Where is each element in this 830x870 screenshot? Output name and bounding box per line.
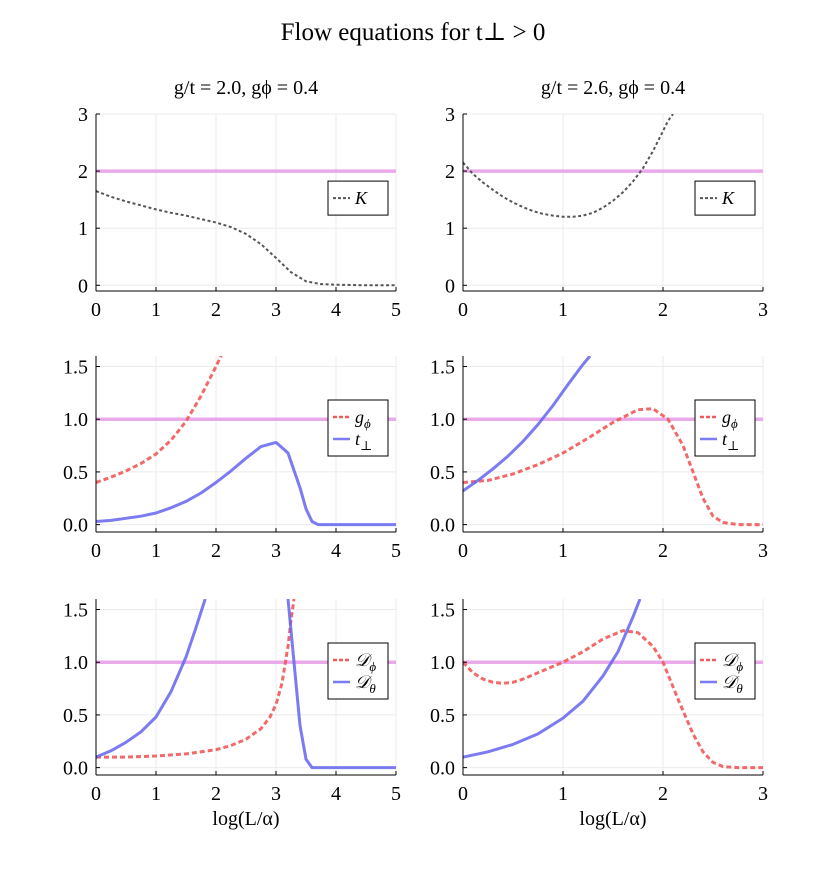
x-tick-label: 4 bbox=[331, 540, 341, 562]
legend-label: t⊥ bbox=[722, 429, 739, 453]
x-tick-label: 1 bbox=[558, 783, 568, 805]
panel-right-K: 0 1 2 3 0 1 2 3 g/t = 2.6, gϕ = 0.4 K bbox=[445, 77, 768, 321]
x-tick-label: 3 bbox=[271, 540, 281, 562]
x-tick-label: 0 bbox=[91, 783, 101, 805]
y-tick-label: 0.5 bbox=[430, 705, 455, 727]
series-group bbox=[463, 356, 763, 527]
x-tick-label: 2 bbox=[658, 540, 668, 562]
y-tick-label: 1 bbox=[445, 218, 455, 240]
y-tick-label: 0.5 bbox=[63, 462, 88, 484]
figure-title: Flow equations for t⊥ > 0 bbox=[281, 19, 546, 46]
series-line-D_theta bbox=[96, 599, 207, 759]
legend-label: 𝒟θ bbox=[355, 672, 376, 696]
legend-label: gϕ bbox=[722, 407, 738, 431]
x-tick-label: 3 bbox=[758, 783, 768, 805]
series-group bbox=[96, 356, 396, 527]
legend-label: K bbox=[721, 188, 735, 208]
y-tick-label: 0.5 bbox=[63, 705, 88, 727]
x-tick-label: 5 bbox=[391, 299, 401, 321]
y-tick-label: 3 bbox=[445, 104, 455, 126]
x-tick-label: 4 bbox=[331, 299, 341, 321]
legend-box bbox=[327, 399, 389, 457]
legend-label: t⊥ bbox=[355, 429, 372, 453]
legend-label: gϕ bbox=[355, 407, 371, 431]
y-tick-label: 1.0 bbox=[63, 652, 88, 674]
y-tick-label: 1.0 bbox=[63, 409, 88, 431]
x-tick-label: 1 bbox=[558, 299, 568, 321]
x-tick-label: 3 bbox=[271, 299, 281, 321]
series-group bbox=[96, 599, 396, 770]
y-tick-label: 0.5 bbox=[430, 462, 455, 484]
y-tick-label: 3 bbox=[78, 104, 88, 126]
y-tick-label: 0 bbox=[445, 275, 455, 297]
panel-right-gt: 0 1 2 3 0.0 0.5 1.0 1.5 gϕt⊥ bbox=[430, 356, 768, 562]
x-tick-label: 0 bbox=[458, 783, 468, 805]
y-tick-label: 0.0 bbox=[63, 515, 88, 537]
series-line-t_perp bbox=[463, 356, 592, 493]
y-tick-label: 1.0 bbox=[430, 652, 455, 674]
y-tick-label: 1.5 bbox=[63, 600, 88, 622]
x-tick-label: 0 bbox=[91, 540, 101, 562]
legend-label: 𝒟θ bbox=[722, 672, 743, 696]
x-tick-label: 1 bbox=[151, 299, 161, 321]
legend-label: 𝒟ϕ bbox=[722, 650, 743, 674]
legend-label: K bbox=[354, 188, 368, 208]
x-tick-label: 2 bbox=[211, 299, 221, 321]
y-tick-label: 0.0 bbox=[430, 758, 455, 780]
y-tick-label: 1 bbox=[78, 218, 88, 240]
y-tick-label: 1.0 bbox=[430, 409, 455, 431]
y-tick-label: 2 bbox=[78, 161, 88, 183]
y-tick-label: 1.5 bbox=[430, 357, 455, 379]
series-line-D_phi bbox=[463, 629, 763, 770]
series-group bbox=[463, 114, 674, 218]
x-tick-label: 1 bbox=[558, 540, 568, 562]
series-line-g_phi bbox=[96, 356, 223, 484]
legend-box bbox=[694, 399, 756, 457]
x-tick-label: 0 bbox=[458, 540, 468, 562]
series-line-D_phi bbox=[96, 599, 296, 759]
series-line-g_phi bbox=[463, 407, 763, 527]
x-tick-label: 1 bbox=[151, 783, 161, 805]
x-tick-label: 4 bbox=[331, 783, 341, 805]
x-tick-label: 2 bbox=[211, 540, 221, 562]
panel-left-K: 0 1 2 3 4 5 0 1 2 3 g/t = 2.0, gϕ = 0.4 K bbox=[78, 77, 401, 321]
x-axis-label: log(L/α) bbox=[579, 808, 646, 830]
x-tick-label: 3 bbox=[271, 783, 281, 805]
series-line-K bbox=[96, 190, 396, 287]
x-axis-label: log(L/α) bbox=[212, 808, 279, 830]
y-tick-label: 0 bbox=[78, 275, 88, 297]
series-line-D_theta bbox=[463, 599, 642, 759]
legend-box bbox=[694, 642, 756, 700]
x-tick-label: 5 bbox=[391, 540, 401, 562]
panels: 0 1 2 3 4 5 0 1 2 3 g/t = 2.0, gϕ = 0.4 K 0 1 2 3 0 1 2 3 g/… bbox=[63, 77, 768, 830]
y-tick-label: 0.0 bbox=[430, 515, 455, 537]
series-line-K bbox=[463, 114, 674, 218]
legend-box bbox=[327, 642, 389, 700]
x-tick-label: 2 bbox=[211, 783, 221, 805]
y-tick-label: 2 bbox=[445, 161, 455, 183]
x-tick-label: 0 bbox=[458, 299, 468, 321]
series-group bbox=[96, 190, 396, 287]
x-tick-label: 2 bbox=[658, 299, 668, 321]
y-tick-label: 1.5 bbox=[430, 600, 455, 622]
series-group bbox=[463, 599, 763, 770]
x-tick-label: 5 bbox=[391, 783, 401, 805]
panel-left-gt: 0 1 2 3 4 5 0.0 0.5 1.0 1.5 gϕt⊥ bbox=[63, 356, 401, 562]
legend-label: 𝒟ϕ bbox=[355, 650, 376, 674]
x-tick-label: 2 bbox=[658, 783, 668, 805]
subplot-title: g/t = 2.6, gϕ = 0.4 bbox=[541, 77, 685, 99]
x-tick-label: 3 bbox=[758, 540, 768, 562]
x-tick-label: 1 bbox=[151, 540, 161, 562]
x-tick-label: 3 bbox=[758, 299, 768, 321]
y-tick-label: 0.0 bbox=[63, 758, 88, 780]
series-line-D_theta bbox=[286, 599, 396, 770]
y-tick-label: 1.5 bbox=[63, 357, 88, 379]
subplot-title: g/t = 2.0, gϕ = 0.4 bbox=[174, 77, 318, 99]
x-tick-label: 0 bbox=[91, 299, 101, 321]
series-line-t_perp bbox=[96, 440, 396, 527]
